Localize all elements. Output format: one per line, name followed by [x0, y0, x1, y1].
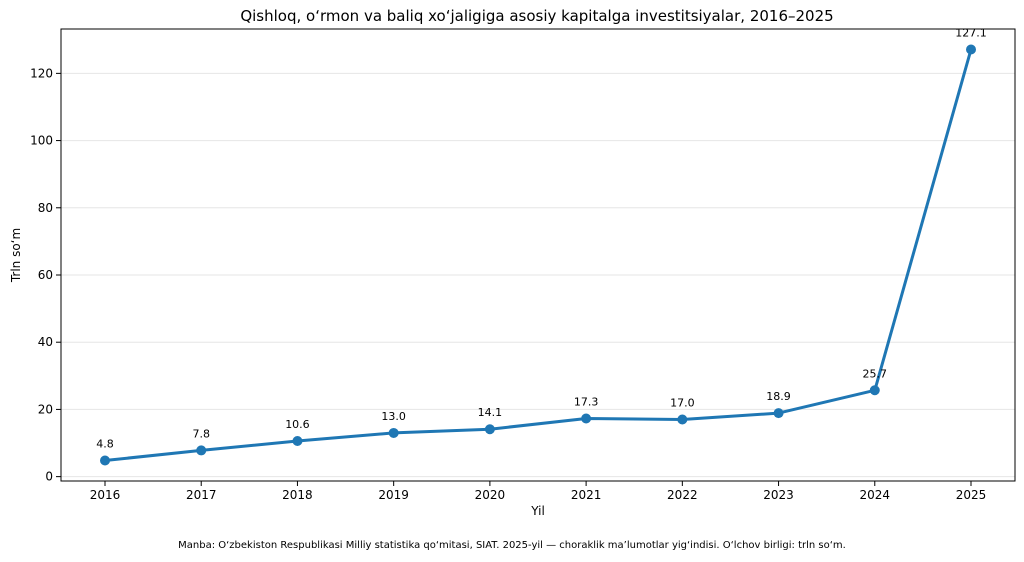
data-point: [196, 445, 207, 456]
data-points: [100, 44, 976, 466]
data-point: [388, 427, 399, 438]
source-note: Manba: O‘zbekiston Respublikasi Milliy s…: [178, 540, 846, 551]
y-tick-label: 40: [38, 335, 53, 349]
x-tick-label: 2020: [475, 488, 506, 502]
data-label: 127.1: [955, 26, 987, 39]
x-tick-label: 2024: [860, 488, 891, 502]
x-tick-label: 2025: [956, 488, 987, 502]
data-label: 14.1: [478, 406, 503, 419]
data-label: 17.3: [574, 395, 599, 408]
data-label: 25.7: [863, 367, 888, 380]
x-tick-label: 2021: [571, 488, 602, 502]
y-axis-label: Trln so‘m: [9, 228, 23, 283]
x-tick-label: 2017: [186, 488, 217, 502]
x-axis: 2016 2017 2018 2019 2020 2021 2022 2023 2024 2025: [90, 481, 987, 502]
data-point: [869, 385, 880, 396]
y-tick-label: 120: [30, 66, 53, 80]
chart-title: Qishloq, o‘rmon va baliq xo‘jaligiga aso…: [240, 7, 833, 25]
data-point: [484, 424, 495, 435]
x-tick-label: 2023: [763, 488, 794, 502]
plot-frame: [60, 28, 1016, 482]
y-tick-label: 20: [38, 402, 53, 416]
y-tick-label: 100: [30, 134, 53, 148]
data-point: [677, 414, 688, 425]
x-tick-label: 2016: [90, 488, 121, 502]
data-label: 13.0: [381, 410, 406, 423]
x-tick-label: 2019: [378, 488, 409, 502]
data-point: [966, 44, 976, 55]
data-point: [100, 455, 110, 466]
x-tick-label: 2022: [667, 488, 698, 502]
x-axis-label: Yil: [530, 504, 545, 518]
y-tick-label: 60: [38, 268, 53, 282]
y-tick-label: 80: [38, 201, 53, 215]
series-line: [104, 49, 973, 462]
y-tick-label: 0: [45, 470, 53, 484]
data-label: 17.0: [670, 397, 695, 410]
y-axis: 0 20 40 60 80 100 120: [30, 66, 61, 484]
data-point: [581, 413, 592, 424]
data-label: 10.6: [285, 418, 310, 431]
data-labels: 4.8 7.8 10.6 13.0 14.1 17.3 17.0 18.9 25.7 127.1: [96, 26, 987, 450]
data-label: 18.9: [766, 390, 791, 403]
gridlines: [61, 72, 1015, 478]
data-point: [773, 408, 784, 419]
data-label: 4.8: [96, 438, 114, 451]
x-tick-label: 2018: [282, 488, 313, 502]
data-point: [292, 436, 303, 447]
data-label: 7.8: [192, 427, 210, 440]
